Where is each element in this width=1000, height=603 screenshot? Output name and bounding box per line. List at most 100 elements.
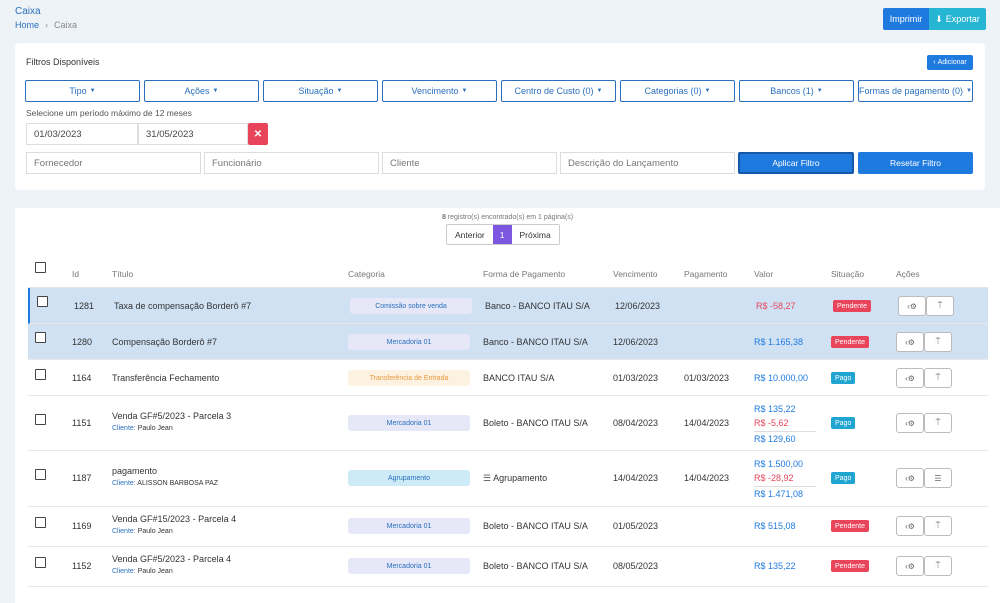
settings-dropdown-button[interactable]: ‹⚙: [896, 516, 924, 536]
row-due-date: 08/04/2023: [613, 418, 659, 428]
settings-dropdown-button[interactable]: ‹⚙: [896, 332, 924, 352]
settings-dropdown-button[interactable]: ‹⚙: [896, 413, 924, 433]
breadcrumb-home[interactable]: Home: [15, 20, 40, 30]
table-row[interactable]: 1187 pagamento Cliente: ALISSON BARBOSA …: [28, 451, 988, 507]
category-badge: Mercadoria 01: [348, 558, 470, 574]
funcionario-input[interactable]: Funcionário: [204, 152, 379, 174]
export-label: Exportar: [945, 14, 980, 24]
table-row[interactable]: 1152 Venda GF#5/2023 - Parcela 4 Cliente…: [28, 547, 988, 587]
row-paid-date: 01/03/2023: [684, 373, 730, 383]
category-badge: Mercadoria 01: [348, 334, 470, 350]
client-label: Cliente:: [112, 425, 136, 432]
export-button[interactable]: ⬇ Exportar: [929, 8, 986, 30]
col-valor: Valor: [754, 269, 774, 279]
descricao-input[interactable]: Descrição do Lançamento: [560, 152, 735, 174]
row-checkbox[interactable]: [35, 332, 46, 343]
settings-dropdown-button[interactable]: ‹⚙: [896, 368, 924, 388]
dropdown-acoes[interactable]: Ações ▼: [144, 80, 259, 102]
settings-dropdown-button[interactable]: ‹⚙: [898, 296, 926, 316]
table-row[interactable]: 1280 Compensação Borderô #7 Mercadoria 0…: [28, 324, 988, 360]
user-action-button[interactable]: ⍑: [924, 413, 952, 433]
table-row[interactable]: 1281 Taxa de compensação Borderô #7 Comi…: [28, 288, 988, 324]
row-checkbox[interactable]: [35, 557, 46, 568]
date-from-input[interactable]: 01/03/2023: [26, 123, 138, 145]
prev-page-button[interactable]: Anterior: [447, 225, 493, 244]
caret-down-icon: ▼: [461, 88, 468, 94]
caret-down-icon: ▼: [89, 88, 96, 94]
dropdown-situacao[interactable]: Situação ▼: [263, 80, 378, 102]
settings-dropdown-button[interactable]: ‹⚙: [896, 556, 924, 576]
dropdown-label: Situação: [298, 86, 334, 96]
select-all-checkbox[interactable]: [35, 262, 46, 273]
user-action-button[interactable]: ⍑: [924, 516, 952, 536]
row-title: Venda GF#5/2023 - Parcela 3: [112, 411, 232, 421]
row-id: 1152: [72, 561, 92, 571]
table-row[interactable]: 1164 Transferência Fechamento Transferên…: [28, 360, 988, 396]
status-badge: Pendente: [831, 520, 869, 532]
client-name: Paulo Jean: [137, 568, 173, 575]
table-row[interactable]: 1151 Venda GF#5/2023 - Parcela 3 Cliente…: [28, 396, 988, 451]
dropdown-categorias[interactable]: Categorias (0) ▼: [620, 80, 735, 102]
clear-date-button[interactable]: ✕: [248, 123, 268, 145]
user-action-button[interactable]: ⍑: [924, 556, 952, 576]
row-id: 1169: [72, 521, 92, 531]
reset-filter-button[interactable]: Resetar Filtro: [858, 152, 973, 174]
col-titulo: Título: [112, 269, 134, 279]
value-divider: [754, 486, 816, 487]
user-action-button[interactable]: ⍑: [926, 296, 954, 316]
row-payment-method: Boleto - BANCO ITAU S/A: [483, 561, 588, 571]
dropdown-tipo[interactable]: Tipo ▼: [25, 80, 140, 102]
download-icon: ⬇: [935, 13, 943, 24]
dropdown-vencimento[interactable]: Vencimento ▼: [382, 80, 497, 102]
row-title: Transferência Fechamento: [112, 373, 220, 383]
cliente-input[interactable]: Cliente: [382, 152, 557, 174]
row-checkbox[interactable]: [37, 296, 48, 307]
settings-dropdown-button[interactable]: ‹⚙: [896, 468, 924, 488]
table-row[interactable]: 1169 Venda GF#15/2023 - Parcela 4 Client…: [28, 507, 988, 547]
records-info-text: registro(s) encontrado(s) em 1 página(s): [445, 214, 574, 221]
user-action-button[interactable]: ⍑: [924, 368, 952, 388]
client-label: Cliente:: [112, 528, 136, 535]
row-payment-method: Boleto - BANCO ITAU S/A: [483, 521, 588, 531]
page-1-button[interactable]: 1: [492, 225, 512, 244]
row-paid-date: 14/04/2023: [684, 473, 730, 483]
row-checkbox[interactable]: [35, 469, 46, 480]
row-checkbox[interactable]: [35, 369, 46, 380]
row-payment-method: Banco - BANCO ITAU S/A: [483, 337, 588, 347]
dropdown-bancos[interactable]: Bancos (1) ▼: [739, 80, 854, 102]
dropdown-label: Formas de pagamento (0): [859, 86, 964, 96]
gear-icon: ‹⚙: [905, 521, 915, 531]
date-to-input[interactable]: 31/05/2023: [138, 123, 248, 145]
col-id: Id: [72, 269, 80, 279]
fornecedor-input[interactable]: Fornecedor: [26, 152, 201, 174]
user-action-button[interactable]: ⍑: [924, 332, 952, 352]
row-value: R$ -58,27: [756, 301, 796, 311]
gear-icon: ‹⚙: [905, 561, 915, 571]
person-icon: ⍑: [935, 521, 941, 530]
apply-filter-button[interactable]: Aplicar Filtro: [738, 152, 854, 174]
dropdown-label: Vencimento: [411, 86, 459, 96]
category-badge: Transferência de Entrada: [348, 370, 470, 386]
dropdown-centro-de-custo[interactable]: Centro de Custo (0) ▼: [501, 80, 616, 102]
row-payment-method: BANCO ITAU S/A: [483, 373, 555, 383]
row-title-block: pagamento Cliente: ALISSON BARBOSA PAZ: [112, 466, 218, 487]
row-title: Compensação Borderô #7: [112, 337, 218, 347]
add-button[interactable]: ‹ Adicionar: [927, 55, 973, 70]
status-badge: Pendente: [831, 560, 869, 572]
row-checkbox[interactable]: [35, 517, 46, 528]
row-client: Cliente: Paulo Jean: [112, 528, 236, 535]
status-badge: Pago: [831, 472, 856, 484]
close-icon: ✕: [253, 128, 263, 140]
group-list-button[interactable]: ☰: [924, 468, 952, 488]
row-checkbox[interactable]: [35, 414, 46, 425]
client-name: Paulo Jean: [137, 425, 173, 432]
client-label: Cliente:: [112, 480, 136, 487]
status-badge: Pendente: [831, 336, 869, 348]
next-page-button[interactable]: Próxima: [511, 225, 559, 244]
print-button[interactable]: Imprimir: [883, 8, 929, 30]
status-badge: Pago: [831, 417, 856, 429]
gear-icon: ‹⚙: [905, 418, 915, 428]
dropdown-formas-de-pagamento[interactable]: Formas de pagamento (0) ▼: [858, 80, 973, 102]
breadcrumb: Home › Caixa: [15, 20, 77, 30]
col-acoes: Ações: [896, 269, 920, 279]
